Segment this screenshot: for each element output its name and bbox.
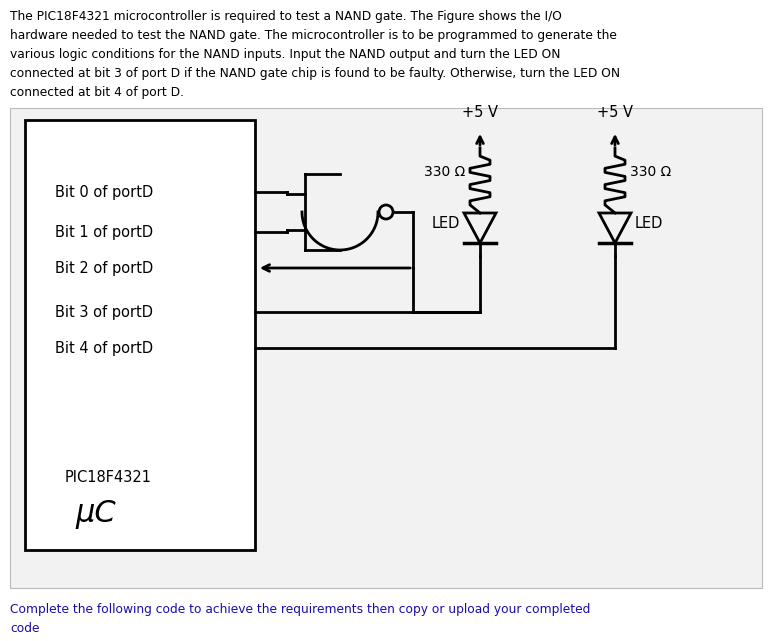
Text: Bit 0 of portD: Bit 0 of portD <box>55 185 154 199</box>
Text: Bit 3 of portD: Bit 3 of portD <box>55 304 153 319</box>
Text: +5 V: +5 V <box>597 105 633 120</box>
Bar <box>10 108 762 588</box>
Text: various logic conditions for the NAND inputs. Input the NAND output and turn the: various logic conditions for the NAND in… <box>10 48 560 61</box>
Text: Bit 4 of portD: Bit 4 of portD <box>55 340 153 356</box>
Text: LED: LED <box>635 215 663 231</box>
Text: +5 V: +5 V <box>462 105 498 120</box>
Text: Complete the following code to achieve the requirements then copy or upload your: Complete the following code to achieve t… <box>10 603 591 616</box>
Text: LED: LED <box>432 215 460 231</box>
Text: 330 Ω: 330 Ω <box>630 165 671 179</box>
Text: hardware needed to test the NAND gate. The microcontroller is to be programmed t: hardware needed to test the NAND gate. T… <box>10 29 617 42</box>
Bar <box>25 120 255 550</box>
Text: Bit 1 of portD: Bit 1 of portD <box>55 224 153 240</box>
Text: code: code <box>10 622 39 635</box>
Text: The PIC18F4321 microcontroller is required to test a NAND gate. The Figure shows: The PIC18F4321 microcontroller is requir… <box>10 10 562 23</box>
Text: connected at bit 4 of port D.: connected at bit 4 of port D. <box>10 86 184 99</box>
Text: PIC18F4321: PIC18F4321 <box>65 470 152 485</box>
Text: connected at bit 3 of port D if the NAND gate chip is found to be faulty. Otherw: connected at bit 3 of port D if the NAND… <box>10 67 620 80</box>
Text: Bit 2 of portD: Bit 2 of portD <box>55 260 154 276</box>
Text: μC: μC <box>75 500 116 529</box>
Text: 330 Ω: 330 Ω <box>424 165 465 179</box>
